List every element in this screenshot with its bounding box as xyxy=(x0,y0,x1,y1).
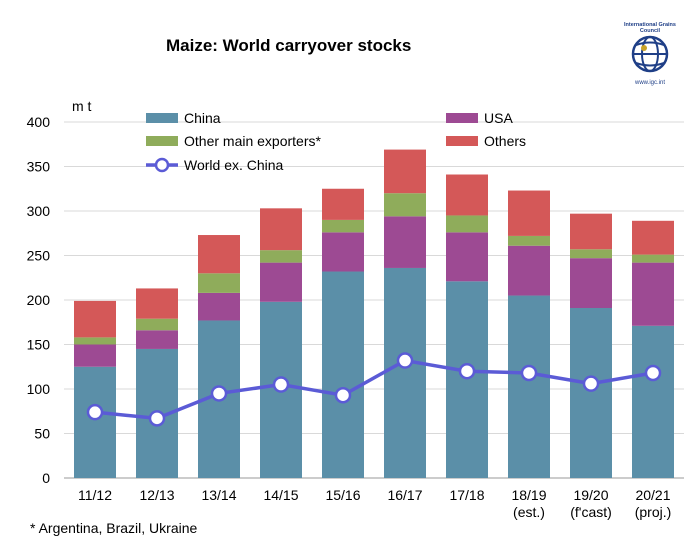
legend-label-others: Others xyxy=(484,133,526,149)
y-tick-label: 150 xyxy=(27,337,51,353)
bar-china-5 xyxy=(384,267,426,478)
legend-label-usa: USA xyxy=(484,110,513,126)
bar-usa-7 xyxy=(508,245,550,296)
bar-china-6 xyxy=(446,281,488,478)
legend-marker-world-ex-china xyxy=(154,157,170,173)
legend-swatch-other-main-exporters xyxy=(146,136,178,146)
bar-usa-3 xyxy=(260,262,302,302)
y-tick-label: 0 xyxy=(42,470,50,486)
globe-icon xyxy=(631,35,669,73)
legend-swatch-others xyxy=(446,136,478,146)
bar-others-3 xyxy=(260,208,302,251)
x-tick-label: 14/15 xyxy=(263,487,298,503)
y-tick-label: 200 xyxy=(27,292,51,308)
bar-usa-1 xyxy=(136,330,178,349)
world-ex-china-point-1 xyxy=(148,410,166,427)
bar-others-2 xyxy=(198,235,240,274)
bar-other-main-exporters-2 xyxy=(198,273,240,293)
bar-other-main-exporters-8 xyxy=(570,249,612,259)
bar-others-8 xyxy=(570,213,612,250)
y-tick-label: 350 xyxy=(27,159,51,175)
bar-china-8 xyxy=(570,308,612,478)
bar-usa-4 xyxy=(322,232,364,272)
x-tick-label: 13/14 xyxy=(201,487,236,503)
legend-label-china: China xyxy=(184,110,221,126)
x-tick-label: 12/13 xyxy=(139,487,174,503)
x-axis-ticks: 11/12 12/13 13/14 14/15 15/16 16/17 17/18 18/19… xyxy=(78,487,671,520)
world-ex-china-polyline xyxy=(94,358,654,421)
legend-swatch-china xyxy=(146,113,178,123)
x-tick-label: 15/16 xyxy=(325,487,360,503)
world-ex-china-line xyxy=(86,352,662,427)
bar-usa-2 xyxy=(198,292,240,321)
bar-other-main-exporters-7 xyxy=(508,235,550,246)
chart-title: Maize: World carryover stocks xyxy=(166,36,412,55)
bar-others-5 xyxy=(384,149,426,194)
bar-others-1 xyxy=(136,288,178,319)
bar-other-main-exporters-9 xyxy=(632,254,674,263)
bar-other-main-exporters-0 xyxy=(74,337,116,345)
bar-others-6 xyxy=(446,174,488,216)
world-ex-china-point-3 xyxy=(272,376,290,393)
bar-china-4 xyxy=(322,271,364,478)
bar-others-0 xyxy=(74,300,116,338)
bar-others-7 xyxy=(508,190,550,236)
y-tick-label: 100 xyxy=(27,381,51,397)
bar-usa-0 xyxy=(74,344,116,367)
bar-other-main-exporters-4 xyxy=(322,219,364,233)
bar-other-main-exporters-3 xyxy=(260,250,302,263)
x-tick-label: 19/20 (f'cast) xyxy=(570,487,612,520)
legend-label-other-main-exporters: Other main exporters* xyxy=(184,133,321,149)
bar-china-0 xyxy=(74,366,116,478)
y-tick-label: 50 xyxy=(34,426,50,442)
world-ex-china-point-0 xyxy=(86,403,104,421)
y-axis-unit-label: m t xyxy=(72,98,92,114)
bar-others-4 xyxy=(322,188,364,220)
bar-china-7 xyxy=(508,295,550,478)
x-tick-label: 17/18 xyxy=(449,487,484,503)
legend: China USA Other main exporters* Others World… xyxy=(146,110,526,173)
chart-footnote: * Argentina, Brazil, Ukraine xyxy=(30,520,198,536)
bar-usa-6 xyxy=(446,232,488,282)
world-ex-china-point-6 xyxy=(458,362,476,380)
x-tick-label: 16/17 xyxy=(387,487,422,503)
y-tick-label: 250 xyxy=(27,248,51,264)
world-ex-china-point-7 xyxy=(520,364,538,382)
bar-usa-9 xyxy=(632,262,674,326)
bar-other-main-exporters-5 xyxy=(384,193,426,217)
y-axis-ticks: 0 50 100 150 200 250 300 350 400 xyxy=(27,114,51,486)
world-ex-china-point-8 xyxy=(582,375,600,392)
bar-other-main-exporters-6 xyxy=(446,215,488,233)
bar-china-9 xyxy=(632,325,674,478)
bar-other-main-exporters-1 xyxy=(136,318,178,331)
legend-label-world-ex-china: World ex. China xyxy=(184,157,284,173)
x-tick-label: 11/12 xyxy=(78,487,112,503)
y-tick-label: 400 xyxy=(27,114,51,130)
igc-logo: International Grains Council www.igc.int xyxy=(614,22,686,86)
bar-others-9 xyxy=(632,220,674,255)
world-ex-china-point-9 xyxy=(644,364,662,382)
bar-usa-8 xyxy=(570,258,612,309)
logo-website: www.igc.int xyxy=(634,80,665,86)
x-tick-label: 20/21 (proj.) xyxy=(635,487,672,520)
world-ex-china-point-5 xyxy=(396,352,414,369)
world-ex-china-point-2 xyxy=(210,385,228,402)
y-tick-label: 300 xyxy=(27,203,51,219)
bar-usa-5 xyxy=(384,216,426,268)
bars xyxy=(74,149,674,478)
legend-swatch-usa xyxy=(446,113,478,123)
world-ex-china-point-4 xyxy=(334,386,352,404)
logo-org-name: International Grains Council xyxy=(624,22,676,34)
x-tick-label: 18/19 (est.) xyxy=(511,487,546,520)
